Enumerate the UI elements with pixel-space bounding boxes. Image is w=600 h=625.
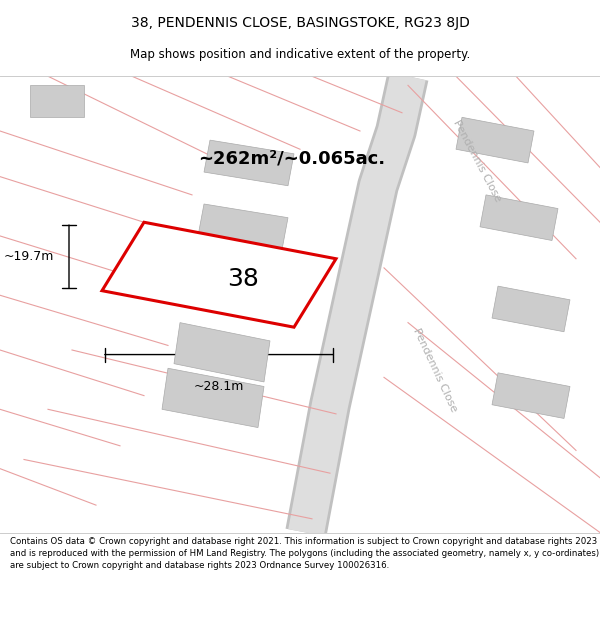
Polygon shape [204, 140, 294, 186]
Polygon shape [30, 86, 84, 118]
Polygon shape [102, 222, 336, 328]
Polygon shape [492, 372, 570, 419]
Text: Map shows position and indicative extent of the property.: Map shows position and indicative extent… [130, 48, 470, 61]
Polygon shape [480, 195, 558, 241]
Text: ~19.7m: ~19.7m [4, 250, 54, 263]
Polygon shape [162, 368, 264, 428]
Text: ~28.1m: ~28.1m [194, 379, 244, 392]
Text: Contains OS data © Crown copyright and database right 2021. This information is : Contains OS data © Crown copyright and d… [10, 537, 599, 570]
Text: ~262m²/~0.065ac.: ~262m²/~0.065ac. [198, 149, 385, 168]
Polygon shape [198, 204, 288, 249]
Text: 38, PENDENNIS CLOSE, BASINGSTOKE, RG23 8JD: 38, PENDENNIS CLOSE, BASINGSTOKE, RG23 8… [131, 16, 469, 30]
Text: 38: 38 [227, 268, 259, 291]
Polygon shape [456, 118, 534, 163]
Text: Pendennis Close: Pendennis Close [411, 327, 459, 414]
Polygon shape [492, 286, 570, 332]
Polygon shape [174, 322, 270, 382]
Text: Pendennis Close: Pendennis Close [451, 118, 503, 203]
